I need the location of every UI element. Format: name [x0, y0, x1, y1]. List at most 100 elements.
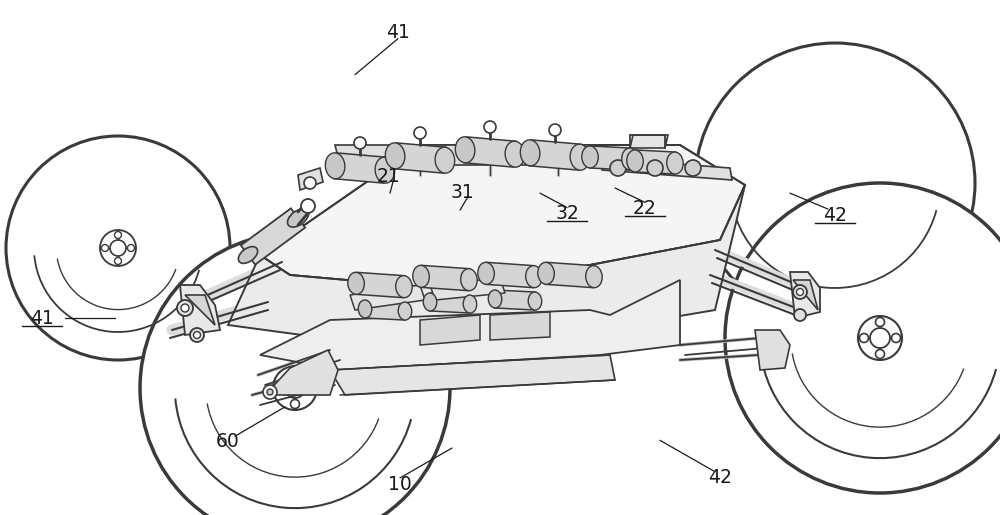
Polygon shape	[365, 300, 405, 320]
Circle shape	[273, 366, 317, 410]
Text: 31: 31	[450, 183, 474, 201]
Circle shape	[876, 350, 885, 358]
Ellipse shape	[358, 300, 372, 318]
Circle shape	[306, 384, 316, 392]
Circle shape	[194, 332, 200, 338]
Ellipse shape	[586, 266, 602, 288]
Polygon shape	[241, 209, 305, 265]
Circle shape	[549, 124, 561, 136]
Polygon shape	[228, 185, 745, 355]
Circle shape	[290, 400, 300, 408]
Circle shape	[263, 385, 277, 399]
Text: 22: 22	[633, 199, 657, 218]
Circle shape	[290, 368, 300, 376]
Polygon shape	[589, 146, 631, 170]
Polygon shape	[180, 285, 220, 335]
Text: 41: 41	[30, 309, 54, 328]
Circle shape	[304, 177, 316, 189]
Circle shape	[793, 285, 807, 299]
Polygon shape	[464, 137, 516, 167]
Text: 10: 10	[388, 475, 412, 493]
Polygon shape	[334, 153, 386, 183]
Ellipse shape	[622, 148, 638, 170]
Circle shape	[796, 288, 804, 296]
Text: 60: 60	[216, 433, 240, 451]
Circle shape	[285, 378, 305, 398]
Polygon shape	[265, 350, 338, 395]
Polygon shape	[350, 285, 425, 310]
Circle shape	[100, 230, 136, 266]
Ellipse shape	[520, 140, 540, 166]
Circle shape	[647, 160, 663, 176]
Polygon shape	[485, 262, 535, 288]
Polygon shape	[755, 330, 790, 370]
Ellipse shape	[526, 266, 542, 288]
Ellipse shape	[435, 147, 455, 173]
Polygon shape	[260, 280, 680, 370]
Polygon shape	[335, 145, 595, 165]
Polygon shape	[260, 145, 745, 290]
Ellipse shape	[238, 247, 258, 263]
Circle shape	[177, 300, 193, 316]
Ellipse shape	[505, 141, 525, 167]
Polygon shape	[420, 265, 470, 290]
Ellipse shape	[570, 144, 590, 170]
Circle shape	[892, 334, 900, 342]
Ellipse shape	[348, 272, 364, 294]
Text: 41: 41	[386, 23, 410, 42]
Polygon shape	[330, 355, 615, 395]
Ellipse shape	[375, 157, 395, 183]
Ellipse shape	[488, 290, 502, 308]
Polygon shape	[298, 168, 323, 190]
Ellipse shape	[667, 152, 683, 174]
Circle shape	[876, 318, 885, 327]
Circle shape	[860, 334, 868, 342]
Circle shape	[794, 309, 806, 321]
Polygon shape	[793, 280, 818, 310]
Ellipse shape	[396, 276, 412, 298]
Polygon shape	[394, 143, 446, 173]
Circle shape	[695, 43, 975, 323]
Circle shape	[725, 183, 1000, 493]
Circle shape	[301, 199, 315, 213]
Ellipse shape	[582, 146, 598, 168]
Circle shape	[685, 160, 701, 176]
Circle shape	[102, 245, 108, 251]
Polygon shape	[545, 262, 595, 288]
Ellipse shape	[455, 137, 475, 163]
Polygon shape	[529, 140, 581, 170]
Circle shape	[114, 258, 122, 265]
Ellipse shape	[463, 295, 477, 313]
Circle shape	[354, 137, 366, 149]
Polygon shape	[634, 150, 676, 174]
Circle shape	[610, 160, 626, 176]
Circle shape	[140, 233, 450, 515]
Polygon shape	[420, 315, 480, 345]
Circle shape	[267, 389, 273, 395]
Circle shape	[484, 121, 496, 133]
Circle shape	[181, 304, 189, 312]
Circle shape	[274, 384, 284, 392]
Text: 42: 42	[708, 469, 732, 487]
Polygon shape	[490, 312, 550, 340]
Ellipse shape	[423, 293, 437, 311]
Circle shape	[110, 240, 126, 256]
Text: 32: 32	[555, 204, 579, 223]
Ellipse shape	[528, 292, 542, 310]
Ellipse shape	[398, 302, 412, 320]
Text: 42: 42	[823, 206, 847, 225]
Ellipse shape	[538, 262, 554, 284]
Polygon shape	[495, 290, 535, 310]
Circle shape	[414, 127, 426, 139]
Ellipse shape	[287, 209, 309, 227]
Circle shape	[858, 316, 902, 360]
Circle shape	[114, 232, 122, 238]
Polygon shape	[630, 135, 668, 148]
Polygon shape	[430, 278, 505, 300]
Ellipse shape	[627, 150, 643, 172]
Ellipse shape	[325, 153, 345, 179]
Polygon shape	[790, 272, 820, 318]
Circle shape	[6, 136, 230, 360]
Circle shape	[870, 328, 890, 348]
Text: 21: 21	[376, 167, 400, 185]
